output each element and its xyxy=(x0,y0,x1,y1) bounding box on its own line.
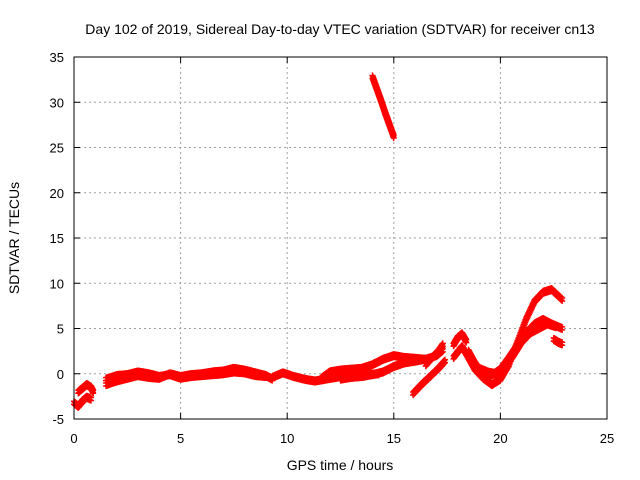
chart-title: Day 102 of 2019, Sidereal Day-to-day VTE… xyxy=(85,21,595,37)
satellite-track-14 xyxy=(476,319,559,379)
satellite-track-4 xyxy=(102,367,269,384)
data-point-marker xyxy=(441,359,448,366)
data-point-marker xyxy=(552,325,559,332)
data-point-marker xyxy=(262,374,269,381)
y-tick-label: 35 xyxy=(50,50,64,65)
data-point-marker xyxy=(559,298,566,305)
x-tick-label: 15 xyxy=(387,431,401,446)
data-point-marker xyxy=(559,327,566,333)
x-tick-label: 25 xyxy=(600,431,614,446)
satellite-track-15 xyxy=(550,334,566,349)
data-layer xyxy=(71,72,566,411)
satellite-track-2 xyxy=(75,380,97,397)
y-tick-label: -5 xyxy=(52,412,64,427)
y-tick-label: 10 xyxy=(50,276,64,291)
data-point-marker xyxy=(463,339,470,346)
x-tick-label: 10 xyxy=(280,431,294,446)
satellite-track-1 xyxy=(71,392,95,411)
label-layer: 0 5 10 15 20 25 -5 0 5 10 15 20 25 30 35 xyxy=(50,50,615,446)
data-point-marker xyxy=(90,390,97,397)
data-point-marker xyxy=(439,343,446,350)
data-point-marker xyxy=(390,135,397,142)
y-tick-label: 15 xyxy=(50,231,64,246)
y-tick-label: 0 xyxy=(57,367,64,382)
satellite-track-8 xyxy=(369,72,397,142)
y-axis-title: SDTVAR / TECUs xyxy=(6,182,22,294)
satellite-track-11 xyxy=(450,329,470,350)
x-axis-title: GPS time / hours xyxy=(287,457,394,473)
x-tick-label: 20 xyxy=(493,431,507,446)
satellite-track-10 xyxy=(422,340,446,370)
y-tick-label: 20 xyxy=(50,186,64,201)
data-point-marker xyxy=(88,397,95,404)
y-tick-label: 30 xyxy=(50,95,64,110)
tick-layer xyxy=(73,56,608,420)
data-point-marker xyxy=(559,342,566,349)
grid-layer xyxy=(74,57,607,419)
y-tick-label: 25 xyxy=(50,141,64,156)
satellite-track-9 xyxy=(409,356,448,399)
x-tick-label: 0 xyxy=(70,431,77,446)
y-tick-label: 5 xyxy=(57,322,64,337)
x-tick-label: 5 xyxy=(177,431,184,446)
